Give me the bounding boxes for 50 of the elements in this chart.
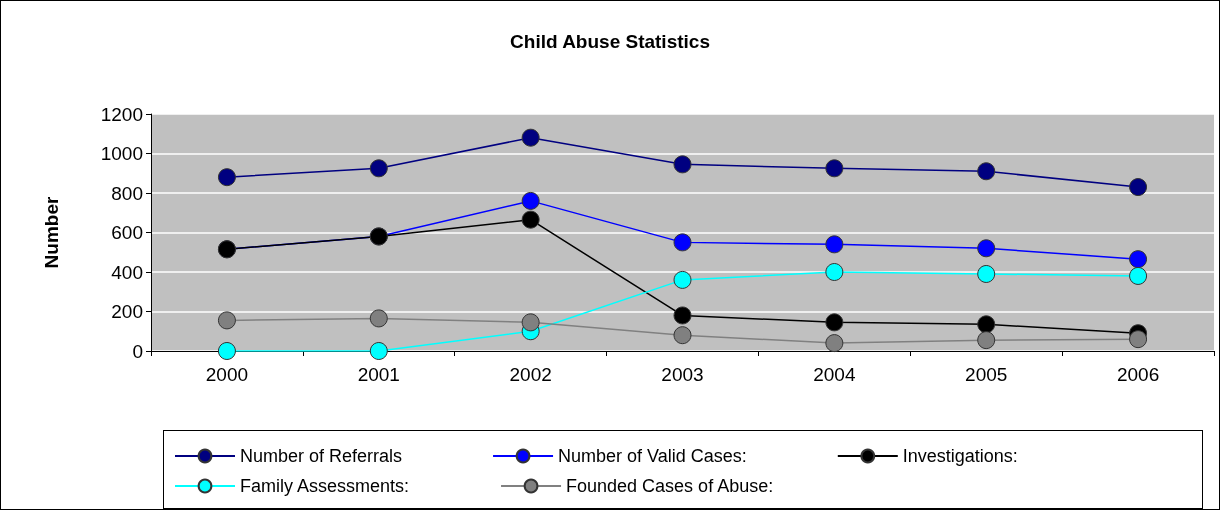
legend-label: Number of Referrals [240,446,403,466]
x-tick-label: 2003 [661,364,704,385]
point [1129,178,1148,197]
point [217,311,236,330]
point [369,309,388,328]
point [217,168,236,187]
legend-label: Number of Valid Cases: [558,446,747,466]
point [521,191,540,210]
point [369,159,388,178]
legend-label: Family Assessments: [240,476,410,496]
y-tick-label: 800 [111,182,143,204]
y-axis-title: Number [41,196,62,269]
point [977,264,996,283]
point [977,162,996,181]
point [977,315,996,334]
point [673,306,692,325]
point [977,331,996,350]
x-tick-label: 2001 [357,364,400,385]
point [825,159,844,178]
y-tick-label: 400 [111,261,143,283]
point [673,270,692,289]
point [977,239,996,258]
point [521,210,540,229]
legend-label: Investigations: [902,446,1018,466]
x-tick-label: 2000 [205,364,249,385]
x-tick-label: 2006 [1116,364,1160,385]
point [217,342,236,360]
y-tick-label: 1000 [100,143,143,164]
point [1129,266,1148,285]
x-tick-label: 2002 [509,364,552,385]
point [521,313,540,332]
point [369,342,388,360]
point [825,263,844,281]
y-tick-label: 1200 [100,103,143,125]
chart-title: Child Abuse Statistics [510,31,710,52]
y-tick-label: 0 [132,340,143,362]
point [825,334,844,353]
point [825,313,844,332]
point [673,155,692,174]
legend-label: Founded Cases of Abuse: [566,476,774,496]
point [1129,330,1148,349]
x-tick-label: 2005 [965,364,1008,385]
y-tick-label: 600 [111,222,143,243]
y-tick-label: 200 [111,301,143,322]
point [673,326,692,345]
point [521,128,540,147]
x-tick-label: 2004 [813,364,856,385]
point [673,233,692,252]
point [1129,250,1148,269]
point [825,235,844,254]
